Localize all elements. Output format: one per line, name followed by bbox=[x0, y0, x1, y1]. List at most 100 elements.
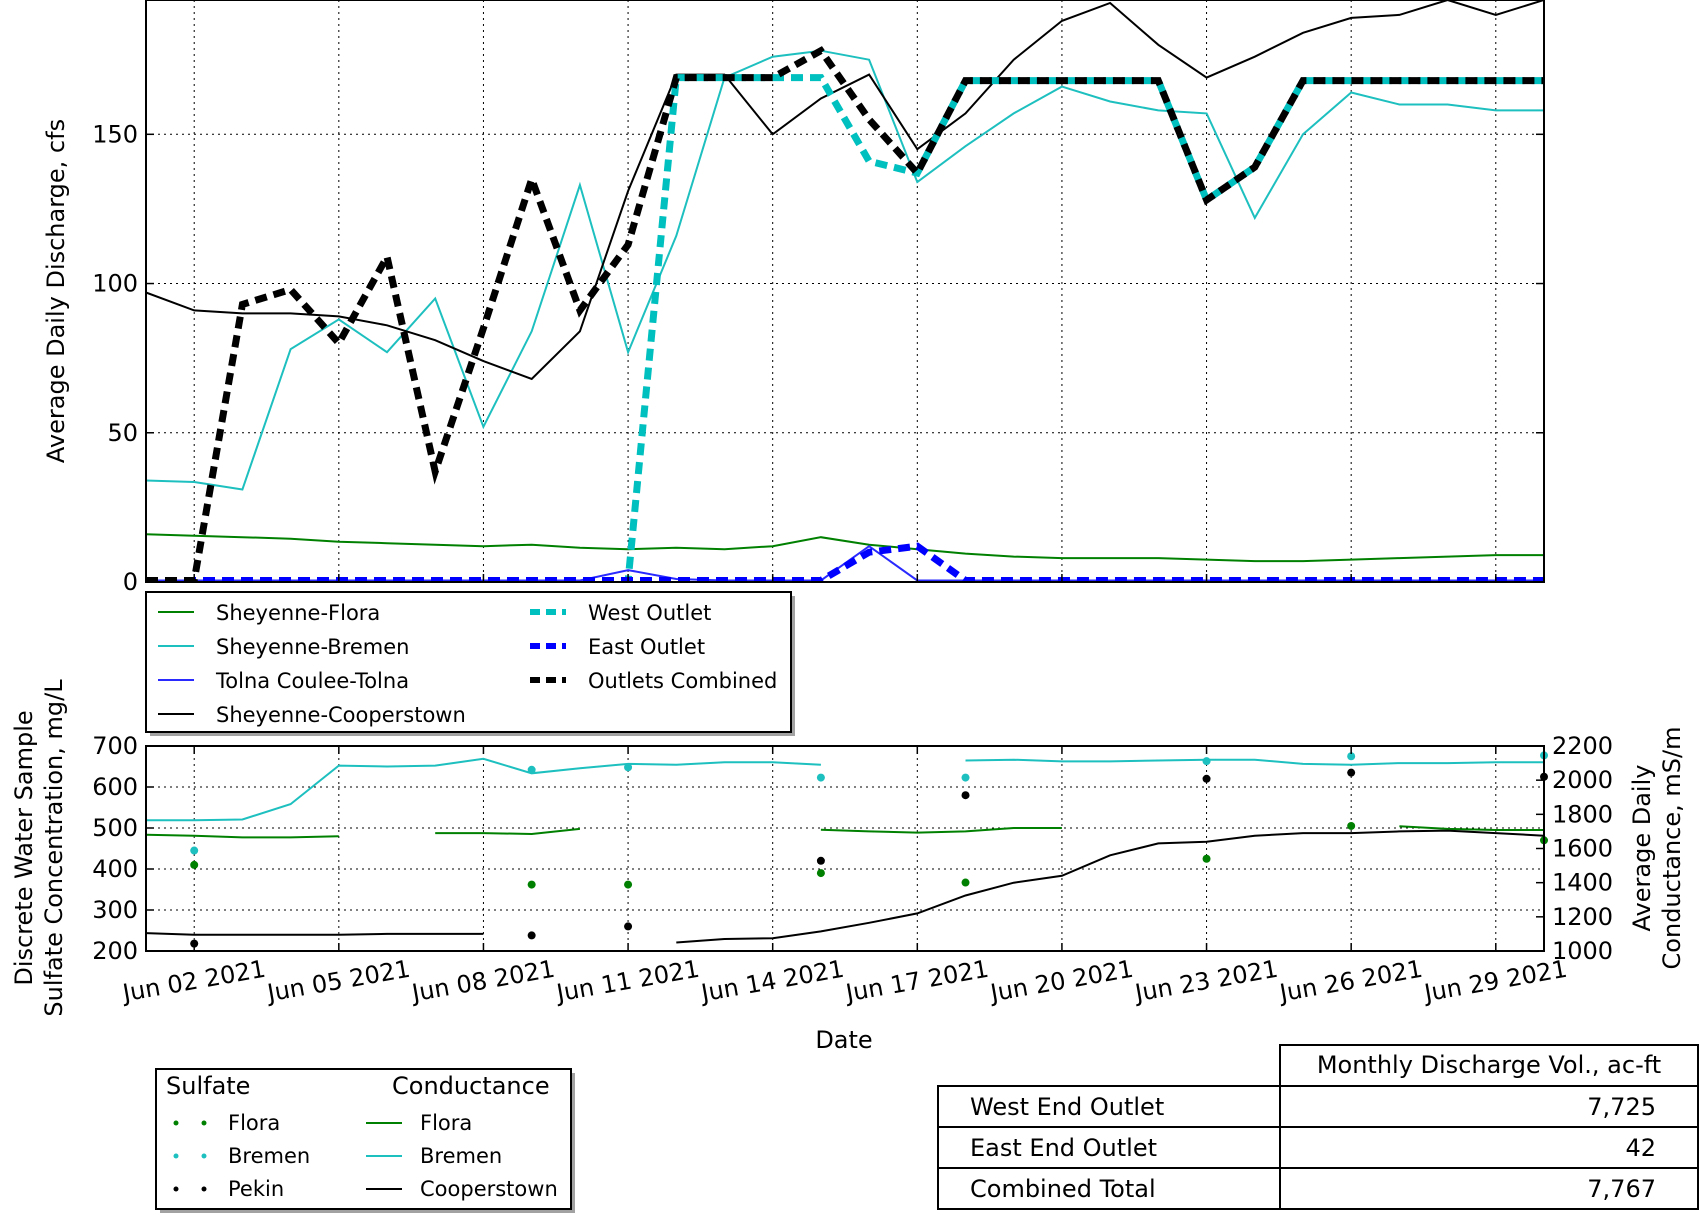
discharge-y-tick-label: 100 bbox=[92, 270, 138, 298]
conductance-legend-title: Conductance bbox=[392, 1072, 550, 1100]
table-header-cell bbox=[1279, 1044, 1699, 1087]
conductance-flora bbox=[1399, 825, 1544, 831]
table-label-cell bbox=[937, 1167, 1281, 1210]
legend-label-outlets-combined: Outlets Combined bbox=[588, 669, 777, 693]
discharge-y-tick-label: 0 bbox=[123, 568, 138, 596]
conductance-y-tick-label: 2000 bbox=[1552, 766, 1613, 794]
sulfate-sample-pekin bbox=[961, 791, 970, 800]
sulfate-y-axis-label-line1: Discrete Water Sample bbox=[10, 710, 38, 985]
series-sheyenne-bremen bbox=[146, 49, 1544, 491]
series-west-outlet bbox=[146, 74, 1544, 582]
legend-label-sheyenne-bremen: Sheyenne-Bremen bbox=[216, 635, 409, 659]
discharge-y-tick-label: 50 bbox=[107, 419, 138, 447]
table-row-label: Combined Total bbox=[970, 1175, 1156, 1203]
date-x-tick-label: Jun 17 2021 bbox=[842, 955, 991, 1008]
discharge-y-axis-label: Average Daily Discharge, cfs bbox=[42, 119, 70, 463]
legend-dot-bremen bbox=[173, 1153, 179, 1159]
sulfate-samples bbox=[190, 751, 1548, 948]
sulfate-sample-bremen bbox=[1347, 752, 1356, 761]
discharge-legend-box bbox=[145, 591, 792, 733]
table-row-value: 7,767 bbox=[1587, 1175, 1656, 1203]
conductance-y-tick-label: 2200 bbox=[1552, 732, 1613, 760]
conductance-y-tick-label: 1200 bbox=[1552, 903, 1613, 931]
date-x-tick-label: Jun 05 2021 bbox=[263, 955, 412, 1008]
discharge-series bbox=[146, 0, 1544, 582]
legend-dot-flora bbox=[173, 1120, 179, 1126]
legend-label-east-outlet: East Outlet bbox=[588, 635, 705, 659]
sulfate-sample-bremen bbox=[816, 773, 825, 782]
legend-label-tolna-coulee-tolna: Tolna Coulee-Tolna bbox=[215, 669, 409, 693]
conductance-y-tick-label: 1600 bbox=[1552, 835, 1613, 863]
table-row-label: East End Outlet bbox=[970, 1134, 1157, 1162]
sulfate-sample-bremen bbox=[1202, 757, 1211, 766]
date-x-tick-label: Jun 11 2021 bbox=[553, 955, 702, 1008]
series-sheyenne-cooperstown bbox=[146, 0, 1544, 381]
table-row-value: 7,725 bbox=[1587, 1093, 1656, 1121]
date-x-tick-label: Jun 20 2021 bbox=[986, 955, 1135, 1008]
table-label-cell bbox=[937, 1126, 1281, 1169]
table-row-value: 42 bbox=[1625, 1134, 1656, 1162]
sulfate-sample-flora bbox=[1202, 854, 1211, 863]
sulfate-sample-flora bbox=[1347, 821, 1356, 830]
sulfate-grid bbox=[146, 745, 1544, 952]
conductance-flora bbox=[146, 833, 339, 839]
sulfate-sample-pekin bbox=[527, 931, 536, 940]
date-x-tick-label: Jun 14 2021 bbox=[697, 955, 846, 1008]
conductance-bremen bbox=[146, 757, 821, 822]
sulfate-y-axis-label-line2: Sulfate Concentration, mg/L bbox=[40, 679, 68, 1017]
table-value-cell bbox=[1279, 1085, 1699, 1128]
date-x-tick-label: Jun 23 2021 bbox=[1131, 955, 1280, 1008]
date-x-tick-label: Jun 02 2021 bbox=[119, 955, 268, 1008]
sulfate-sample-bremen bbox=[527, 765, 536, 774]
sulfate-sample-pekin bbox=[1202, 774, 1211, 783]
legend-dot-pekin bbox=[173, 1186, 179, 1192]
sulfate-y-tick-label: 400 bbox=[92, 855, 138, 883]
sulfate-sample-bremen bbox=[190, 846, 199, 855]
series-outlets-combined bbox=[146, 46, 1544, 582]
sulfate-y-tick-label: 700 bbox=[92, 732, 138, 760]
conductance-cooperstown bbox=[676, 829, 1544, 944]
sulfate-legend-label-bremen: Bremen bbox=[228, 1144, 310, 1168]
table-value-cell bbox=[1279, 1167, 1699, 1210]
sulfate-legend-title: Sulfate bbox=[166, 1072, 250, 1100]
sulfate-sample-flora bbox=[527, 880, 536, 889]
sulfate-legend-box bbox=[155, 1068, 572, 1210]
series-sheyenne-flora bbox=[146, 533, 1544, 563]
conductance-legend-label-flora: Flora bbox=[420, 1111, 472, 1135]
legend-label-sheyenne-flora: Sheyenne-Flora bbox=[216, 601, 380, 625]
sulfate-y-tick-label: 200 bbox=[92, 937, 138, 965]
date-x-tick-label: Jun 08 2021 bbox=[408, 955, 557, 1008]
legend-label-west-outlet: West Outlet bbox=[588, 601, 711, 625]
sulfate-sample-pekin bbox=[624, 922, 633, 931]
sulfate-sample-flora bbox=[961, 878, 970, 887]
conductance-y-tick-label: 1400 bbox=[1552, 869, 1613, 897]
table-row-label: West End Outlet bbox=[970, 1093, 1164, 1121]
sulfate-y-tick-label: 500 bbox=[92, 814, 138, 842]
discharge-plot-frame bbox=[145, 0, 1545, 583]
sulfate-sample-flora bbox=[190, 860, 199, 869]
conductance-legend-label-cooperstown: Cooperstown bbox=[420, 1177, 558, 1201]
sulfate-sample-flora bbox=[816, 869, 825, 878]
date-x-tick-label: Jun 26 2021 bbox=[1276, 955, 1425, 1008]
sulfate-legend-label-pekin: Pekin bbox=[228, 1177, 284, 1201]
conductance-legend-label-bremen: Bremen bbox=[420, 1144, 502, 1168]
conductance-y-axis-label-line1: Average Daily bbox=[1628, 765, 1656, 932]
sulfate-legend-label-flora: Flora bbox=[228, 1111, 280, 1135]
sulfate-plot-frame bbox=[145, 745, 1545, 952]
sulfate-conductance-legend: Sulfate Conductance Flora Bremen Pekin Flor… bbox=[155, 1068, 575, 1213]
legend-label-sheyenne-cooperstown: Sheyenne-Cooperstown bbox=[216, 703, 466, 727]
discharge-chart: 0 50 100 150 Average Daily Discharge, cfs bbox=[42, 0, 1545, 596]
conductance-series bbox=[146, 757, 1544, 944]
conductance-y-axis-label-line2: Conductance, mS/m bbox=[1658, 727, 1686, 970]
sulfate-y-tick-label: 600 bbox=[92, 773, 138, 801]
date-x-tick-label: Jun 29 2021 bbox=[1420, 955, 1569, 1008]
legend-dot-bremen bbox=[201, 1153, 207, 1159]
conductance-flora bbox=[820, 827, 1062, 834]
series-east-outlet bbox=[146, 542, 1544, 582]
sulfate-y-tick-label: 300 bbox=[92, 896, 138, 924]
conductance-cooperstown bbox=[146, 932, 484, 936]
discharge-legend: Sheyenne-Flora Sheyenne-Bremen Tolna Coule… bbox=[145, 591, 795, 736]
sulfate-sample-flora bbox=[624, 880, 633, 889]
